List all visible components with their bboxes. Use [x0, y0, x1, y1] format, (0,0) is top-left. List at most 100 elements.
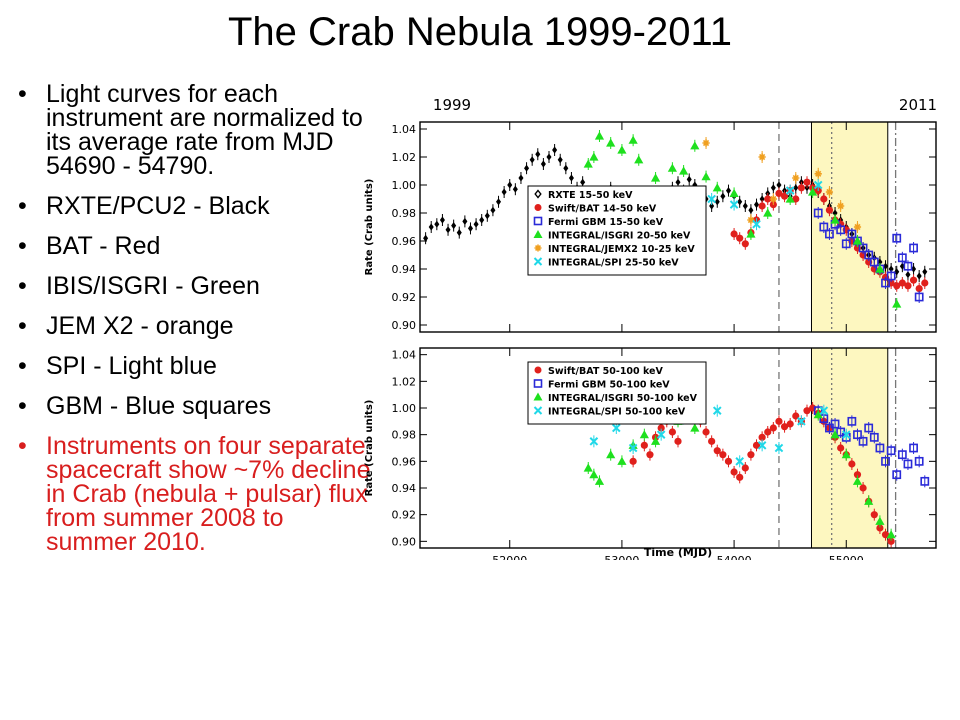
data-point	[679, 166, 689, 175]
data-point	[859, 484, 867, 492]
data-point	[758, 433, 766, 441]
data-point	[780, 192, 789, 200]
data-point	[675, 178, 681, 186]
y-tick-label: 0.90	[392, 535, 417, 548]
data-point	[752, 219, 761, 229]
data-point	[770, 184, 776, 192]
data-point	[712, 183, 722, 192]
data-point	[841, 239, 851, 249]
legend-label: RXTE 15-50 keV	[548, 190, 633, 201]
data-point	[904, 282, 912, 290]
data-point	[445, 226, 451, 234]
data-point	[813, 180, 823, 190]
data-point	[897, 450, 907, 460]
data-point	[580, 178, 586, 186]
bullet-item: • JEM X2 - orange	[12, 312, 380, 340]
data-point	[712, 406, 722, 415]
legend-entry: Fermi GBM 50-100 keV	[533, 379, 670, 391]
bullet-dot: •	[18, 272, 27, 300]
data-point	[853, 471, 862, 479]
data-point	[467, 224, 473, 232]
legend-marker	[533, 392, 543, 401]
data-point	[853, 430, 862, 440]
data-point	[674, 437, 682, 445]
x-tick-label: 53000	[604, 554, 639, 560]
data-point	[646, 451, 654, 459]
legend-label: INTEGRAL/ISGRI 20-50 keV	[548, 231, 691, 242]
data-point	[875, 264, 885, 273]
data-point	[518, 174, 524, 182]
y-tick-label: 0.96	[392, 455, 417, 468]
bullet-dot: •	[18, 392, 27, 420]
data-point	[892, 470, 902, 480]
data-point	[830, 430, 840, 439]
data-point	[568, 174, 574, 182]
bullet-dot: •	[18, 432, 27, 460]
data-point	[920, 476, 930, 486]
data-point	[686, 175, 692, 183]
legend-entry: INTEGRAL/ISGRI 50-100 keV	[533, 392, 698, 404]
data-point	[764, 195, 772, 203]
data-point	[776, 181, 782, 189]
data-point	[886, 271, 896, 281]
y-axis-label: Rate (Crab units)	[364, 400, 375, 497]
data-point	[629, 457, 637, 465]
data-point	[848, 460, 856, 468]
slide-title: The Crab Nebula 1999-2011	[227, 10, 733, 54]
data-point	[496, 198, 502, 206]
bullet-text: RXTE/PCU2 - Black	[46, 192, 270, 220]
data-point	[557, 156, 563, 164]
bullet-item: • Instruments on four separate spacecraft…	[12, 432, 380, 555]
bullet-dot: •	[18, 312, 27, 340]
data-point	[881, 531, 890, 539]
legend-label: INTEGRAL/ISGRI 50-100 keV	[548, 393, 698, 404]
data-point	[737, 198, 743, 206]
y-tick-label: 0.98	[392, 207, 417, 220]
data-point	[813, 208, 823, 218]
data-point	[701, 172, 711, 181]
data-point	[507, 181, 513, 189]
data-point	[714, 198, 720, 206]
data-point	[764, 428, 772, 436]
y-tick-label: 1.02	[392, 151, 417, 164]
data-point	[914, 292, 924, 302]
data-point	[634, 155, 644, 164]
data-point	[473, 220, 479, 228]
data-point	[747, 216, 755, 224]
data-point	[869, 257, 879, 267]
data-point	[583, 159, 593, 168]
data-point	[748, 206, 754, 214]
data-point	[921, 279, 929, 287]
y-tick-label: 1.04	[392, 349, 417, 362]
data-point	[640, 441, 648, 449]
data-point	[775, 417, 783, 425]
x-tick-label: 54000	[717, 554, 752, 560]
data-point	[434, 220, 440, 228]
data-point	[451, 222, 457, 230]
data-point	[563, 164, 569, 172]
data-point	[702, 428, 710, 436]
data-point	[617, 456, 627, 465]
legend-entry: Fermi GBM 15-50 keV	[533, 216, 664, 228]
data-point	[820, 195, 828, 203]
data-point	[858, 436, 868, 446]
legend-label: Swift/BAT 50-100 keV	[548, 366, 663, 377]
data-point	[741, 464, 749, 472]
legend-box	[527, 185, 707, 276]
data-point	[589, 470, 599, 479]
bullet-item: • GBM - Blue squares	[12, 392, 380, 420]
data-point	[484, 212, 490, 220]
data-point	[898, 279, 906, 287]
legend-label: INTEGRAL/SPI 50-100 keV	[548, 407, 686, 418]
data-point	[888, 265, 894, 273]
data-point	[852, 236, 863, 245]
data-point	[725, 187, 731, 195]
data-point	[803, 407, 811, 415]
data-point	[583, 463, 593, 472]
data-point	[894, 268, 900, 276]
data-point	[837, 444, 845, 452]
bullet-item: • RXTE/PCU2 - Black	[12, 192, 380, 220]
data-series	[583, 130, 902, 310]
data-point	[501, 188, 507, 196]
data-point	[730, 468, 738, 476]
